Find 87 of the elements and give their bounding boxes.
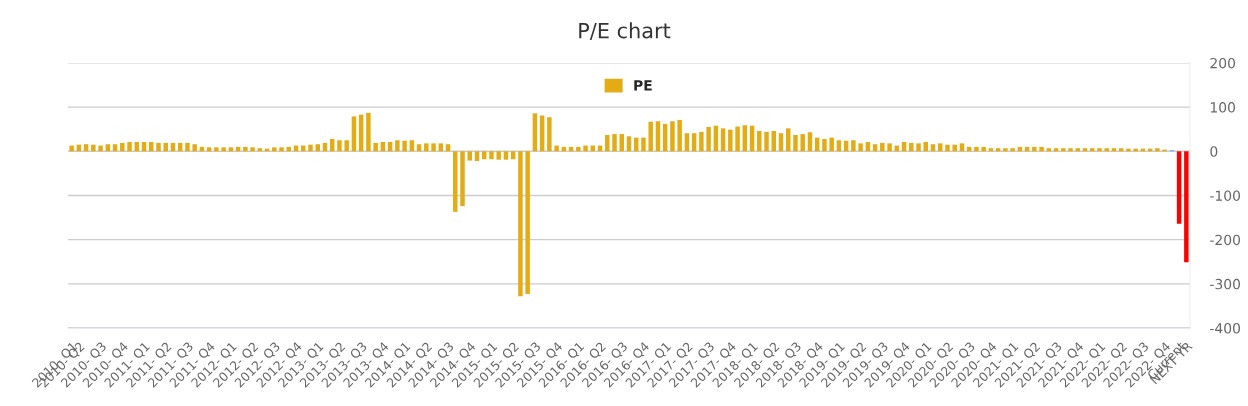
- y-tick-label: -300: [1210, 278, 1241, 290]
- bar: [163, 142, 168, 152]
- bar: [706, 127, 711, 152]
- bar: [1184, 151, 1189, 263]
- y-tick-label: 0: [1210, 146, 1218, 157]
- bar: [221, 147, 226, 152]
- bar: [467, 151, 472, 161]
- bar: [670, 121, 675, 152]
- bar: [1010, 148, 1015, 152]
- bar: [91, 144, 96, 152]
- legend-label: PE: [634, 80, 652, 91]
- bar: [518, 151, 523, 297]
- bar: [851, 140, 856, 152]
- bar: [373, 142, 378, 152]
- bar: [1003, 148, 1008, 152]
- bar: [127, 142, 132, 152]
- bar: [793, 134, 798, 152]
- bar: [344, 140, 349, 152]
- bar: [952, 144, 957, 152]
- y-tick-label: -100: [1210, 190, 1241, 201]
- bar: [677, 119, 682, 152]
- bar: [503, 151, 509, 160]
- bar: [648, 121, 653, 152]
- bar: [496, 151, 501, 160]
- chart-title: P/E chart: [579, 22, 671, 41]
- bar: [554, 145, 559, 152]
- bar: [735, 126, 740, 152]
- bar: [822, 138, 827, 152]
- bar: [764, 131, 769, 152]
- bar: [424, 143, 429, 152]
- bar: [120, 142, 125, 152]
- bar: [909, 142, 914, 152]
- bar: [474, 151, 480, 162]
- bar: [395, 140, 400, 152]
- bar: [626, 136, 632, 152]
- bar: [641, 137, 646, 152]
- bar: [981, 146, 986, 152]
- bar: [279, 147, 284, 152]
- bar: [1068, 148, 1073, 152]
- bar: [1176, 151, 1182, 224]
- bar: [489, 151, 494, 160]
- bar: [272, 147, 277, 152]
- bar: [1061, 148, 1066, 152]
- y-tick-label: 100: [1210, 102, 1235, 113]
- bar: [800, 134, 805, 152]
- bar: [149, 142, 154, 152]
- bar: [453, 151, 458, 212]
- bar: [728, 129, 733, 152]
- bar: [69, 145, 74, 152]
- bar: [605, 134, 610, 152]
- bar: [402, 140, 407, 152]
- bar: [1104, 148, 1109, 152]
- bar: [576, 146, 581, 152]
- bar: [916, 143, 921, 152]
- bar: [460, 151, 465, 207]
- bar: [757, 130, 762, 152]
- bar: [192, 144, 197, 152]
- bar: [431, 143, 436, 152]
- bar: [858, 143, 863, 152]
- bar: [337, 140, 342, 152]
- bar: [250, 147, 255, 152]
- bar: [308, 144, 313, 152]
- bar: [525, 151, 530, 295]
- bar: [366, 112, 371, 152]
- bar: [612, 134, 617, 152]
- y-tick-label: 200: [1210, 57, 1235, 69]
- bar: [185, 142, 190, 152]
- bar: [214, 147, 219, 152]
- bar: [583, 145, 588, 152]
- y-tick-label: -200: [1210, 234, 1241, 246]
- bar: [880, 142, 885, 152]
- bar: [301, 145, 306, 152]
- bar: [1097, 148, 1102, 152]
- bar: [315, 144, 320, 152]
- bar: [1155, 148, 1160, 152]
- bar: [1039, 146, 1044, 152]
- bar: [243, 146, 248, 152]
- bar: [945, 144, 950, 152]
- bar: [156, 142, 161, 152]
- bar: [547, 117, 552, 152]
- y-tick-label: -400: [1210, 323, 1241, 334]
- bar: [98, 145, 103, 152]
- bar: [829, 137, 834, 152]
- bar: [1032, 146, 1037, 152]
- bar: [887, 143, 892, 152]
- bar: [699, 131, 704, 152]
- bar: [974, 146, 979, 152]
